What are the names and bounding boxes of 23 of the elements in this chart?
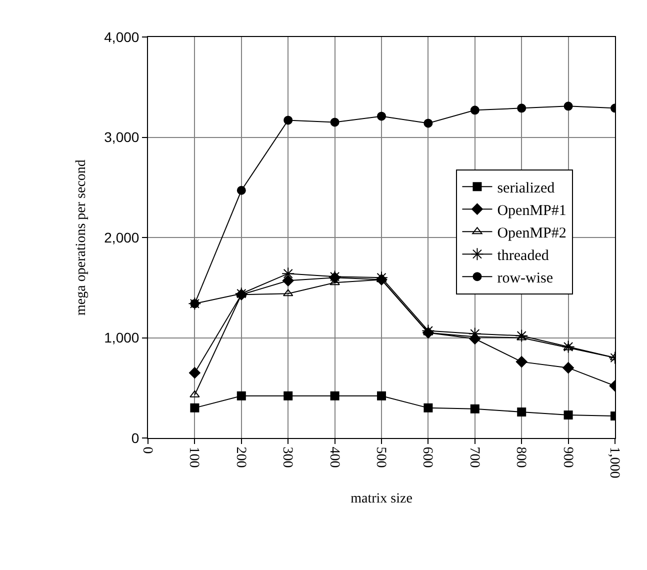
y-tick-label: 0 — [131, 430, 140, 446]
x-tick-label: 700 — [466, 446, 482, 468]
x-axis-title: matrix size — [350, 492, 412, 507]
legend-label: OpenMP#1 — [497, 202, 566, 219]
legend-label: OpenMP#2 — [497, 225, 566, 242]
y-tick-label: 3,000 — [104, 129, 140, 146]
x-tick-label: 800 — [513, 446, 528, 468]
x-tick-label: 900 — [560, 446, 575, 468]
x-tick-label: 300 — [280, 446, 295, 468]
legend-label: row-wise — [497, 270, 554, 286]
y-axis-title: mega operations per second — [74, 160, 89, 316]
legend-label: threaded — [497, 248, 550, 264]
x-tick-label: 1,000 — [606, 446, 622, 478]
x-tick-label: 600 — [420, 446, 435, 468]
x-tick-label: 200 — [232, 446, 248, 468]
y-tick-label: 4,000 — [104, 28, 140, 45]
legend-label: serialized — [497, 180, 556, 196]
x-tick-label: 100 — [186, 446, 202, 468]
x-tick-label: 0 — [139, 446, 154, 454]
x-tick-label: 500 — [372, 446, 388, 468]
y-tick-label: 2,000 — [104, 229, 140, 246]
y-tick-label: 1,000 — [104, 330, 140, 346]
x-tick-label: 400 — [326, 446, 342, 468]
